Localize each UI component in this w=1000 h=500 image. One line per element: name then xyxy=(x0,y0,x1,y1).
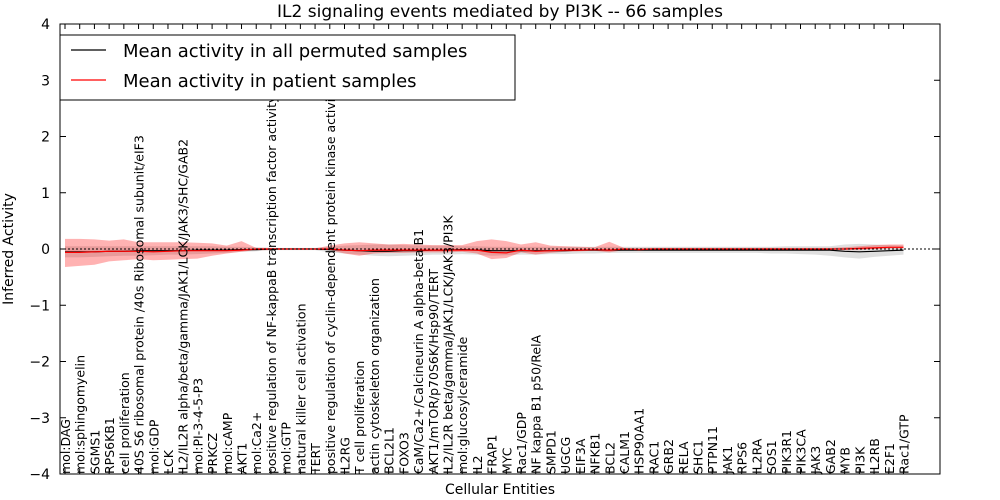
x-tick-label: positive regulation of NF-kappaB transcr… xyxy=(264,95,279,474)
x-tick-label: mol:DAG xyxy=(58,419,73,474)
y-tick-label: 1 xyxy=(41,186,50,202)
y-tick-label: 0 xyxy=(41,242,50,258)
legend-label-patient: Mean activity in patient samples xyxy=(123,71,417,92)
x-tick-label: 40S S6 ribosomal protein /40s Ribosomal … xyxy=(132,135,147,474)
x-tick-label: MYC xyxy=(499,447,514,474)
y-axis: −4 −3 −2 −1 0 1 2 3 4 xyxy=(29,17,940,483)
x-tick-label: actin cytoskeleton organization xyxy=(367,278,382,474)
x-tick-label: IL2RB xyxy=(867,438,882,474)
legend-label-permuted: Mean activity in all permuted samples xyxy=(123,41,467,62)
legend-box xyxy=(59,34,516,101)
series-lines xyxy=(65,246,904,254)
x-tick-label: PIK3R1 xyxy=(779,430,794,474)
x-tick-label: BCL2L1 xyxy=(382,427,397,474)
x-tick-label: mol:GDP xyxy=(146,419,161,474)
series-line-1 xyxy=(65,246,904,254)
y-tick-label: 2 xyxy=(41,130,50,146)
y-tick-label: −1 xyxy=(29,298,50,314)
x-tick-label: Rac1/GDP xyxy=(514,412,529,474)
x-tick-label: PTPN11 xyxy=(705,426,720,474)
x-tick-label: TERT xyxy=(308,443,323,475)
x-tick-label: T cell proliferation xyxy=(352,361,367,475)
x-tick-label: natural killer cell activation xyxy=(293,303,308,474)
x-axis-label: Cellular Entities xyxy=(445,482,555,498)
x-tick-label: JAK3 xyxy=(808,446,823,475)
x-tick-label: CaM/Ca2+/Calcineurin A alpha-beta B1 xyxy=(411,229,426,474)
x-tick-label: mol:cAMP xyxy=(220,412,235,474)
x-tick-label: IL2RG xyxy=(338,437,353,474)
y-tick-label: −2 xyxy=(29,355,50,371)
y-axis-label: Inferred Activity xyxy=(1,193,17,305)
x-tick-label: Rac1/GTP xyxy=(897,414,912,474)
x-tick-label: PRKCZ xyxy=(205,433,220,474)
x-tick-label: SOS1 xyxy=(764,440,779,474)
x-tick-label: SMPD1 xyxy=(543,430,558,474)
x-tick-label: BCL2 xyxy=(602,442,617,474)
x-tick-label: SHC1 xyxy=(691,440,706,474)
x-tick-label: IL2/IL2R alpha/beta/gamma/JAK1/LCK/JAK3/… xyxy=(176,139,191,474)
x-tick-label: JAK1 xyxy=(720,446,735,475)
x-tick-label: positive regulation of cyclin-dependent … xyxy=(323,86,338,474)
x-tick-label: mol:PI-3-4-5-P3 xyxy=(190,378,205,474)
x-tick-label: CALM1 xyxy=(617,431,632,474)
x-tick-label: mol:GTP xyxy=(279,422,294,474)
x-tick-label: IL2RA xyxy=(749,438,764,474)
x-tick-label: E2F1 xyxy=(882,443,897,474)
x-tick-label: IL2/IL2R beta/gamma/JAK1/LCK/JAK3/PI3K xyxy=(441,215,456,474)
y-tick-label: 3 xyxy=(41,73,50,89)
x-tick-label: FOXO3 xyxy=(396,432,411,474)
x-tick-label: mol:sphingomyelin xyxy=(73,355,88,474)
legend: Mean activity in all permuted samples Me… xyxy=(59,34,516,101)
y-tick-label: 4 xyxy=(41,17,50,33)
x-tick-label: PI3K xyxy=(852,446,867,474)
x-tick-label: cell proliferation xyxy=(117,372,132,474)
x-tick-label: EIF3A xyxy=(573,438,588,474)
x-tick-label: SGMS1 xyxy=(87,430,102,474)
x-tick-label: NFKB1 xyxy=(588,433,603,474)
x-tick-label: HSP90AA1 xyxy=(632,408,647,474)
x-tick-label: NF kappa B1 p50/RelA xyxy=(529,334,544,474)
x-tick-label: GAB2 xyxy=(823,439,838,474)
x-tick-label: AKT1 xyxy=(235,443,250,474)
x-tick-label: FRAP1 xyxy=(485,435,500,474)
y-tick-label: −4 xyxy=(29,467,50,483)
x-tick-label: MYB xyxy=(838,447,853,474)
x-tick-label: UGCG xyxy=(558,437,573,474)
x-tick-label: GRB2 xyxy=(661,439,676,474)
x-tick-label: mol:glucosylceramide xyxy=(455,336,470,474)
x-axis: mol:DAG mol:sphingomyelin SGMS1 RPS6KB1 cell… xyxy=(58,24,912,475)
x-tick-label: AKT1/mTOR/p70S6K/Hsp90/TERT xyxy=(426,268,441,474)
chart-title: IL2 signaling events mediated by PI3K --… xyxy=(277,2,723,22)
x-tick-label: RAC1 xyxy=(646,441,661,474)
series-band-1 xyxy=(65,238,904,267)
x-tick-label: mol:Ca2+ xyxy=(249,412,264,474)
x-tick-label: LCK xyxy=(161,449,176,474)
x-tick-label: RELA xyxy=(676,441,691,474)
x-tick-label: RPS6KB1 xyxy=(102,417,117,474)
x-tick-label: PIK3CA xyxy=(794,429,809,474)
x-tick-label: RPS6 xyxy=(735,442,750,474)
y-tick-label: −3 xyxy=(29,411,50,427)
x-tick-label: IL2 xyxy=(470,455,485,474)
